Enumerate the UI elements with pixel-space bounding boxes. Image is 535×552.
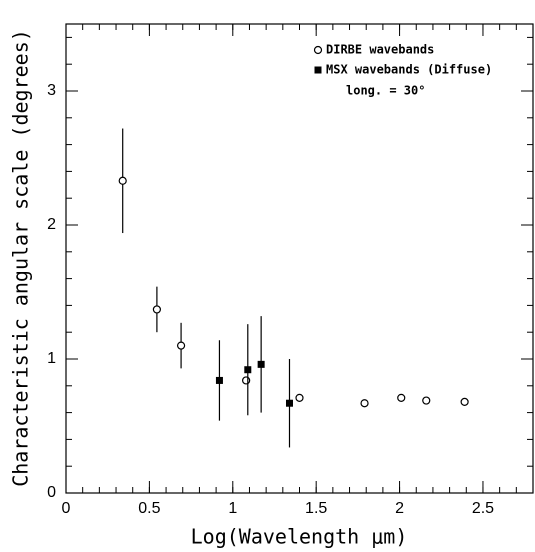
x-tick-label: 2.5 (472, 500, 494, 517)
annotation: long. = 30° (346, 84, 425, 98)
y-axis-label: Characteristic angular scale (degrees) (9, 29, 33, 487)
plot-frame (65, 23, 534, 494)
x-axis-label: Log(Wavelength μm) (191, 525, 408, 549)
y-tick-label: 3 (47, 82, 56, 99)
data-point (118, 176, 127, 185)
x-tick-label: 0.5 (138, 500, 160, 517)
y-tick-label: 0 (47, 484, 56, 501)
x-tick-label: 1.5 (305, 500, 327, 517)
legend-label: MSX wavebands (Diffuse) (326, 63, 492, 77)
y-tick-label: 1 (47, 350, 56, 367)
x-tick-label: 1 (228, 500, 237, 517)
data-point (257, 360, 265, 368)
data-point (460, 397, 469, 406)
data-point (176, 341, 186, 350)
x-tick-label: 0 (62, 500, 71, 517)
legend-marker (314, 66, 322, 74)
data-point (397, 393, 406, 402)
data-point (295, 393, 304, 402)
legend-label: DIRBE wavebands (326, 43, 434, 57)
data-point (152, 305, 161, 314)
data-point (285, 399, 293, 407)
y-tick-label: 2 (47, 216, 56, 233)
x-tick-label: 2 (395, 500, 404, 517)
data-point (360, 399, 369, 408)
data-point (242, 376, 251, 385)
data-point (422, 396, 431, 405)
legend-marker (313, 45, 323, 55)
data-point (244, 366, 252, 374)
data-point (215, 376, 223, 384)
